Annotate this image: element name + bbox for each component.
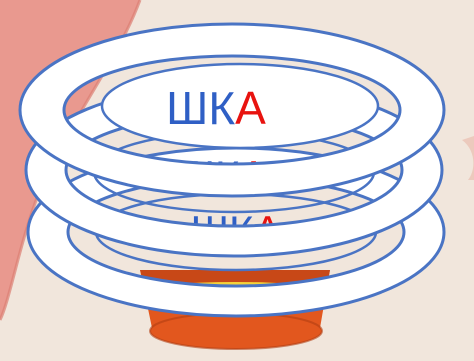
syllable-1-accent: А — [235, 82, 266, 134]
ring-1-inner-disk — [100, 62, 380, 150]
syllable-1-main: ШК — [166, 82, 235, 134]
syllable-1: ШКА — [166, 82, 266, 134]
ring-1-shape — [18, 22, 446, 198]
right-decorative-shape — [462, 136, 474, 180]
ring-card-1[interactable]: ШКА — [18, 22, 446, 198]
